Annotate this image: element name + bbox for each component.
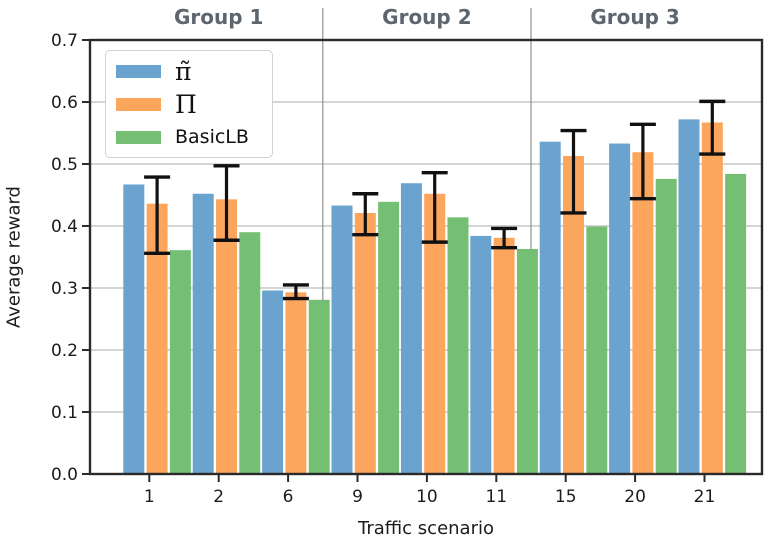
bar-Π-10 xyxy=(424,193,446,474)
group-title: Group 2 xyxy=(382,5,472,29)
legend-item: Π xyxy=(116,88,272,121)
bar-BasicLB-20 xyxy=(655,178,677,474)
legend-label: BasicLB xyxy=(175,126,249,148)
x-tick-label: 6 xyxy=(283,487,294,507)
bar-Π-2 xyxy=(216,199,237,474)
x-tick-label: 21 xyxy=(694,487,716,507)
bar-π̃-15 xyxy=(539,141,561,474)
bar-π̃-9 xyxy=(331,205,353,475)
bar-BasicLB-1 xyxy=(169,250,191,474)
bar-π̃-20 xyxy=(609,143,631,475)
bar-Π-9 xyxy=(354,212,376,475)
bar-BasicLB-9 xyxy=(378,201,400,474)
bar-Π-6 xyxy=(285,292,307,474)
y-tick-label: 0.4 xyxy=(51,217,78,237)
bar-π̃-1 xyxy=(123,184,145,474)
group-title: Group 1 xyxy=(173,5,264,29)
x-tick-label: 11 xyxy=(485,487,507,507)
x-tick-label: 2 xyxy=(213,487,224,507)
y-tick-label: 0.6 xyxy=(51,93,78,113)
group-title: Group 3 xyxy=(590,5,680,29)
bar-BasicLB-11 xyxy=(516,248,538,474)
bar-BasicLB-10 xyxy=(447,217,469,474)
legend: π̃ Π BasicLB xyxy=(105,50,273,158)
x-tick-label: 20 xyxy=(624,487,646,507)
bar-π̃-10 xyxy=(400,183,422,474)
legend-swatch xyxy=(116,65,161,78)
bar-π̃-2 xyxy=(192,193,214,474)
bar-BasicLB-21 xyxy=(725,173,747,475)
legend-label: π̃ xyxy=(175,57,192,86)
y-axis-label: Average reward xyxy=(3,186,25,328)
y-tick-label: 0.2 xyxy=(51,341,78,361)
y-tick-label: 0.0 xyxy=(51,465,78,485)
legend-item: BasicLB xyxy=(116,121,272,154)
bar-π̃-6 xyxy=(262,290,284,474)
legend-swatch xyxy=(116,98,161,111)
x-tick-label: 15 xyxy=(555,487,577,507)
bar-Π-1 xyxy=(146,203,168,474)
bar-π̃-11 xyxy=(470,235,492,474)
y-tick-label: 0.5 xyxy=(51,155,78,175)
bar-Π-11 xyxy=(493,237,515,474)
bar-BasicLB-15 xyxy=(586,226,608,474)
bar-BasicLB-2 xyxy=(239,232,261,474)
x-tick-label: 9 xyxy=(352,487,363,507)
legend-swatch xyxy=(116,131,161,144)
axes-spines xyxy=(88,38,764,476)
legend-label: Π xyxy=(175,90,197,119)
y-tick-label: 0.7 xyxy=(51,31,78,51)
y-tick-label: 0.1 xyxy=(51,403,78,423)
bar-Π-15 xyxy=(563,155,584,474)
bar-Π-21 xyxy=(701,122,723,475)
x-axis-label: Traffic scenario xyxy=(357,518,495,539)
x-tick-label: 1 xyxy=(144,487,155,507)
legend-item: π̃ xyxy=(116,55,272,88)
x-tick-label: 10 xyxy=(416,487,438,507)
bar-Π-20 xyxy=(632,152,654,474)
bar-π̃-21 xyxy=(678,119,700,475)
bar-BasicLB-6 xyxy=(308,299,330,474)
y-tick-label: 0.3 xyxy=(51,279,78,299)
